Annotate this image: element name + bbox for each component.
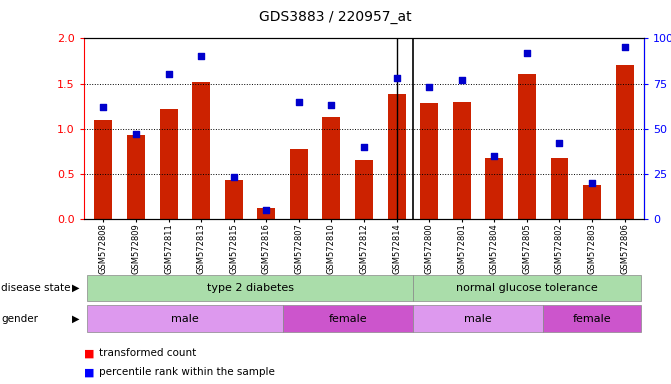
Bar (616, 66, 633, 219)
Text: ▶: ▶ (72, 283, 79, 293)
Point (163, 71, 174, 78)
Text: percentile rank within the sample: percentile rank within the sample (99, 367, 275, 377)
Point (196, 53, 207, 60)
Bar (95, 120, 112, 219)
Bar (583, 185, 601, 219)
Point (228, 174, 239, 180)
Bar (453, 101, 470, 219)
Point (521, 50, 532, 56)
Text: GDS3883 / 220957_at: GDS3883 / 220957_at (259, 10, 412, 23)
Bar (420, 103, 438, 219)
Point (424, 84, 435, 90)
Point (131, 131, 142, 137)
Bar (323, 117, 340, 219)
Text: ▶: ▶ (72, 314, 79, 324)
Bar (518, 74, 536, 219)
Bar (413, 305, 544, 332)
Text: male: male (171, 314, 199, 324)
Point (586, 180, 597, 186)
Point (456, 77, 467, 83)
Text: transformed count: transformed count (99, 348, 197, 358)
Point (391, 75, 402, 81)
Bar (388, 94, 405, 219)
Point (98, 104, 109, 110)
Point (489, 152, 500, 159)
Bar (87, 275, 413, 301)
Bar (192, 82, 210, 219)
Bar (127, 135, 145, 219)
Text: male: male (464, 314, 492, 324)
Text: female: female (328, 314, 367, 324)
Text: ■: ■ (84, 348, 95, 358)
Bar (290, 149, 308, 219)
Bar (87, 305, 282, 332)
Text: gender: gender (1, 314, 38, 324)
Bar (225, 180, 243, 219)
Text: type 2 diabetes: type 2 diabetes (207, 283, 293, 293)
Point (554, 140, 565, 146)
Bar (485, 157, 503, 219)
Bar (413, 275, 641, 301)
Bar (550, 157, 568, 219)
Text: female: female (573, 314, 611, 324)
Bar (544, 305, 641, 332)
Point (619, 44, 630, 50)
Bar (355, 160, 373, 219)
Text: disease state: disease state (1, 283, 71, 293)
Point (261, 207, 272, 213)
Bar (258, 208, 275, 219)
Bar (282, 305, 413, 332)
Point (293, 98, 304, 104)
Bar (160, 109, 178, 219)
Point (358, 144, 369, 150)
Text: normal glucose tolerance: normal glucose tolerance (456, 283, 598, 293)
Text: ■: ■ (84, 367, 95, 377)
Point (326, 102, 337, 108)
